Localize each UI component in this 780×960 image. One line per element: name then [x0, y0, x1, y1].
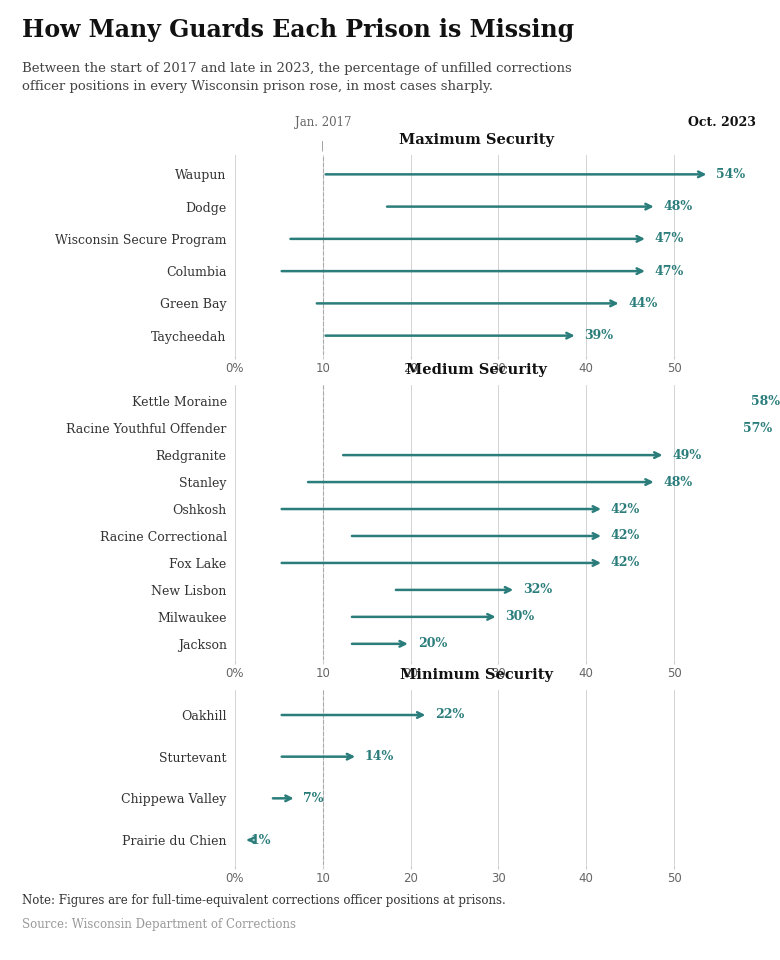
Text: 30%: 30%: [505, 611, 534, 623]
Text: Medium Security: Medium Security: [406, 363, 547, 377]
Text: 42%: 42%: [611, 557, 640, 569]
Text: 22%: 22%: [435, 708, 464, 722]
Text: 1%: 1%: [251, 833, 271, 847]
Text: 42%: 42%: [611, 530, 640, 542]
Text: 20%: 20%: [417, 637, 447, 650]
Text: Note: Figures are for full-time-equivalent corrections officer positions at pris: Note: Figures are for full-time-equivale…: [22, 894, 505, 907]
Text: Between the start of 2017 and late in 2023, the percentage of unfilled correctio: Between the start of 2017 and late in 20…: [22, 62, 572, 93]
Text: 47%: 47%: [654, 265, 684, 277]
Text: 58%: 58%: [751, 395, 780, 408]
Text: 14%: 14%: [365, 750, 394, 763]
Text: |: |: [321, 141, 324, 151]
Text: 7%: 7%: [303, 792, 324, 804]
Text: How Many Guards Each Prison is Missing: How Many Guards Each Prison is Missing: [22, 18, 574, 42]
Text: Jan. 2017: Jan. 2017: [295, 116, 351, 129]
Text: 44%: 44%: [629, 297, 658, 310]
Text: 48%: 48%: [664, 200, 693, 213]
Text: Oct. 2023: Oct. 2023: [688, 116, 756, 129]
Text: 47%: 47%: [654, 232, 684, 246]
Text: 49%: 49%: [672, 448, 701, 462]
Text: 54%: 54%: [716, 168, 746, 180]
Text: Maximum Security: Maximum Security: [399, 133, 554, 147]
Text: 48%: 48%: [664, 475, 693, 489]
Text: 42%: 42%: [611, 502, 640, 516]
Text: 39%: 39%: [584, 329, 614, 342]
Text: 32%: 32%: [523, 584, 552, 596]
Text: 57%: 57%: [743, 421, 771, 435]
Text: Source: Wisconsin Department of Corrections: Source: Wisconsin Department of Correcti…: [22, 918, 296, 931]
Text: Minimum Security: Minimum Security: [400, 668, 553, 683]
